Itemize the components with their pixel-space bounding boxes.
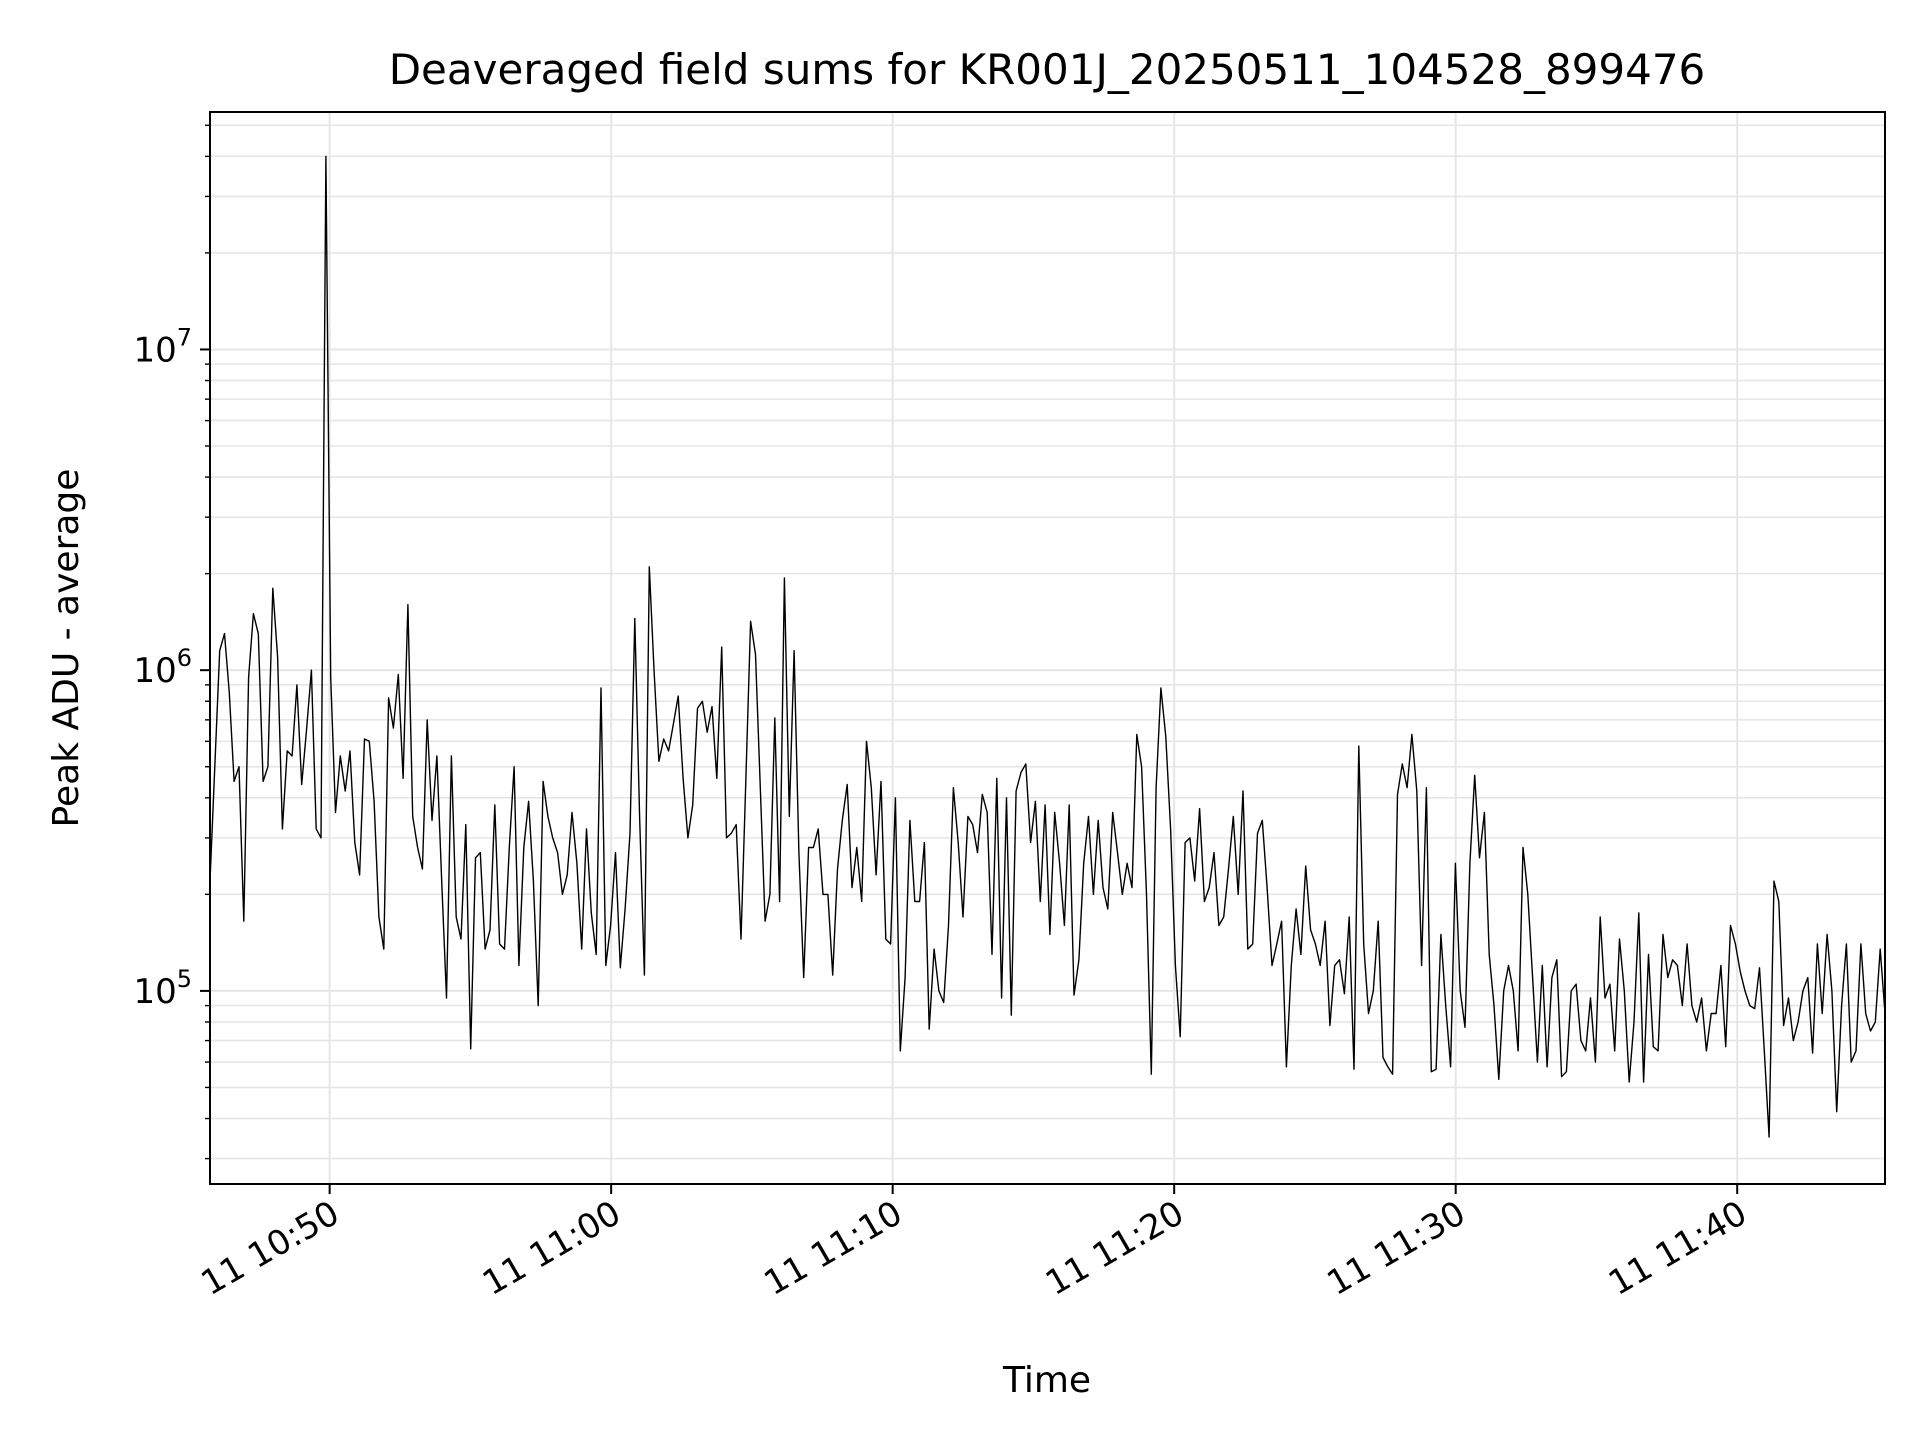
chart-title: Deaveraged field sums for KR001J_2025051… [389, 45, 1706, 94]
y-axis-label: Peak ADU - average [46, 469, 87, 828]
y-tick-label: 107 [133, 323, 192, 370]
y-tick-label: 105 [133, 965, 192, 1012]
x-axis-label: Time [1002, 1360, 1091, 1401]
plot-frame [209, 111, 1886, 1185]
ticks [200, 124, 1739, 1194]
grid [210, 112, 1885, 1184]
y-tick-label: 106 [133, 644, 192, 691]
series-line [209, 155, 1886, 1138]
